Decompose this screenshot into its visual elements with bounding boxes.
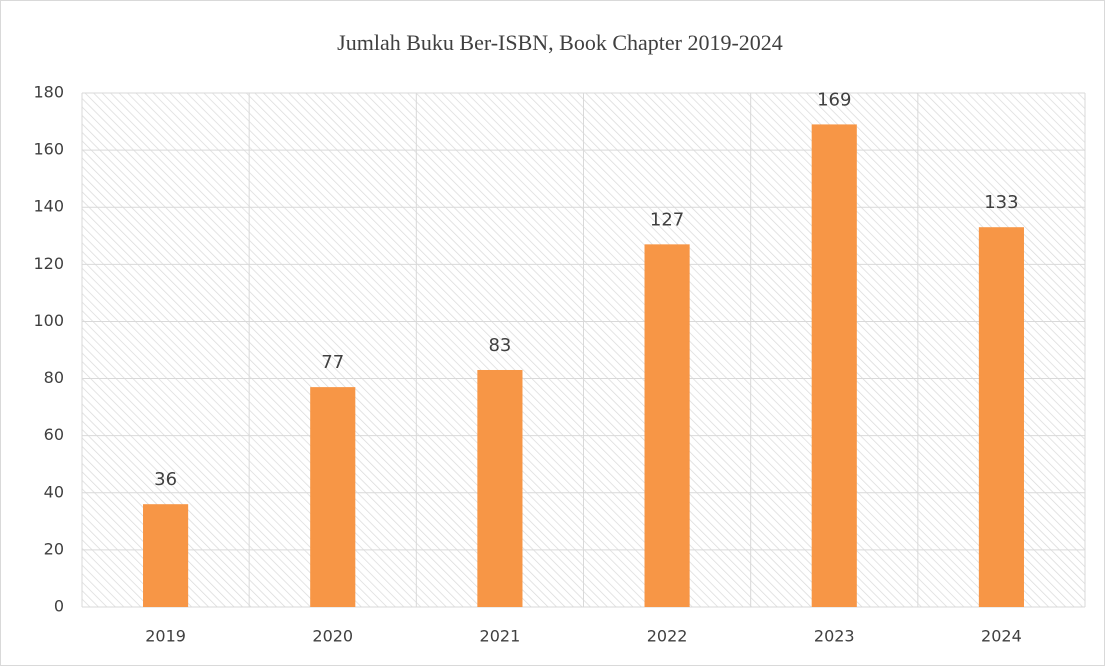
x-tick-label: 2019: [145, 627, 186, 646]
x-tick-label: 2023: [814, 627, 855, 646]
data-label: 169: [817, 89, 851, 110]
data-label: 77: [321, 352, 344, 373]
bar: [644, 244, 690, 607]
bar: [811, 124, 857, 608]
x-tick-label: 2024: [981, 627, 1022, 646]
data-label: 133: [984, 192, 1018, 213]
y-tick-label: 20: [44, 539, 64, 558]
y-tick-label: 60: [44, 425, 64, 444]
x-tick-label: 2021: [480, 627, 521, 646]
data-label: 83: [488, 335, 511, 356]
y-tick-label: 80: [44, 368, 64, 387]
bar: [477, 369, 523, 607]
y-tick-label: 160: [33, 140, 64, 159]
y-tick-label: 140: [33, 197, 64, 216]
y-tick-label: 180: [33, 83, 64, 102]
chart-title: Jumlah Buku Ber-ISBN, Book Chapter 2019-…: [337, 30, 783, 55]
data-label: 36: [154, 469, 177, 490]
x-tick-label: 2020: [312, 627, 353, 646]
y-tick-label: 0: [54, 597, 64, 616]
data-label: 127: [650, 209, 684, 230]
bar: [310, 387, 356, 607]
bar: [143, 504, 189, 607]
x-tick-label: 2022: [647, 627, 688, 646]
y-tick-label: 40: [44, 482, 64, 501]
y-tick-label: 100: [33, 311, 64, 330]
bar: [978, 227, 1024, 607]
y-tick-label: 120: [33, 254, 64, 273]
